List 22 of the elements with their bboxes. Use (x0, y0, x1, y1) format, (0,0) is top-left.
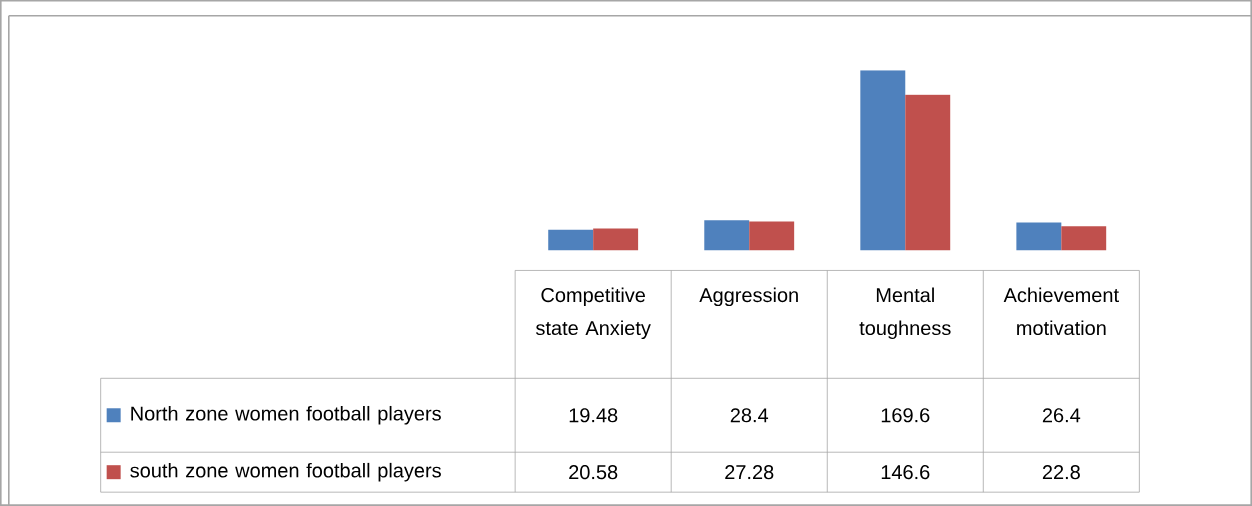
bar (704, 220, 750, 251)
x-tick-label: Mental toughness (859, 287, 951, 340)
x-tick-label: Aggression (699, 287, 798, 307)
data-label: 27.28 (725, 465, 774, 480)
data-label: 146.6 (881, 465, 930, 480)
data-label: 19.48 (569, 408, 618, 423)
data-label: 28.4 (730, 408, 769, 423)
legend-label: North zone women football players (131, 405, 441, 425)
bar (905, 94, 951, 251)
data-label: 20.58 (569, 465, 618, 480)
x-tick-label: Achievement motivation (1003, 287, 1119, 336)
bar (1016, 222, 1062, 251)
data-label: 169.6 (881, 408, 930, 423)
bar (860, 70, 906, 251)
data-label: 26.4 (1042, 408, 1081, 423)
data-label: 22.8 (1042, 465, 1080, 480)
bar (548, 229, 594, 251)
bar (749, 221, 795, 251)
x-tick-label: Competitive state Anxiety (536, 287, 651, 340)
bar (593, 228, 639, 251)
bar (1061, 226, 1107, 251)
legend-label: south zone women football players (130, 462, 441, 482)
